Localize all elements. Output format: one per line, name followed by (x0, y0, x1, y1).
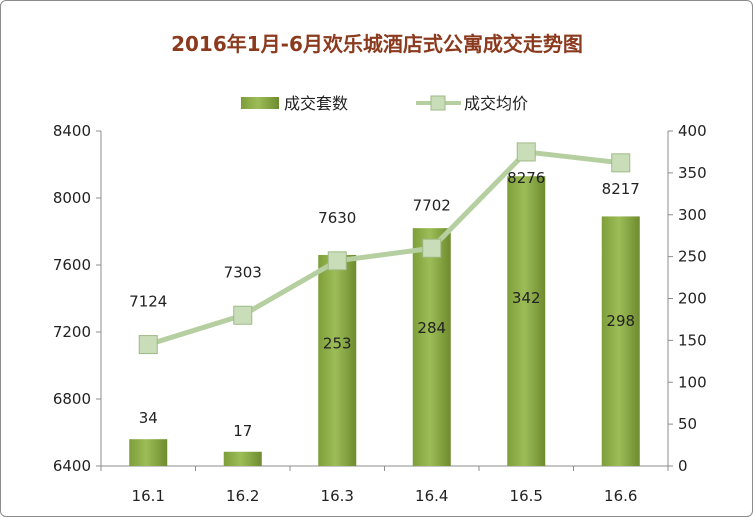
left-tick-label: 6800 (53, 390, 91, 408)
right-tick-label: 200 (678, 290, 707, 308)
bar-16.1 (129, 439, 168, 466)
bar-value-label: 342 (512, 289, 541, 307)
x-tick-label: 16.6 (604, 487, 637, 505)
price-value-label: 7124 (129, 293, 167, 311)
bar-16.5 (507, 176, 546, 466)
x-ticks: 16.1 16.2 16.3 16.4 16.5 16.6 (100, 466, 669, 505)
right-tick-label: 50 (678, 415, 697, 433)
price-marker-16.2 (233, 305, 253, 325)
left-tick-label: 7600 (53, 256, 91, 274)
bar-16.6 (601, 216, 640, 466)
price-marker-16.3 (327, 251, 347, 271)
bar-16.4 (412, 228, 451, 466)
price-value-label: 8217 (602, 180, 640, 198)
bar-value-label: 34 (139, 409, 158, 427)
line-layer (138, 142, 631, 355)
right-tick-label: 300 (678, 206, 707, 224)
price-marker-16.1 (138, 335, 158, 355)
right-tick-label: 0 (678, 457, 688, 475)
price-value-label: 7702 (413, 196, 451, 214)
bar-16.3 (318, 254, 357, 466)
price-value-label: 8276 (507, 169, 545, 187)
right-tick-label: 100 (678, 373, 707, 391)
x-tick-label: 16.3 (321, 487, 354, 505)
x-tick-label: 16.2 (226, 487, 259, 505)
bar-value-label: 298 (606, 312, 635, 330)
x-tick-label: 16.1 (132, 487, 165, 505)
right-tick-label: 350 (678, 164, 707, 182)
left-tick-label: 6400 (53, 457, 91, 475)
legend-bar-swatch (241, 97, 279, 109)
right-tick-label: 150 (678, 331, 707, 349)
bar-value-label: 284 (417, 319, 446, 337)
price-marker-16.4 (422, 238, 442, 258)
chart-title: 2016年1月-6月欢乐城酒店式公寓成交走势图 (171, 32, 583, 56)
right-tick-label: 400 (678, 122, 707, 140)
left-tick-label: 7200 (53, 323, 91, 341)
legend-bar-label: 成交套数 (284, 94, 348, 113)
price-line (147, 149, 622, 347)
price-value-label: 7303 (224, 263, 262, 281)
left-tick-label: 8400 (53, 122, 91, 140)
legend-line-marker (430, 95, 446, 111)
left-tick-label: 8000 (53, 189, 91, 207)
bar-16.2 (223, 451, 262, 466)
bars (129, 176, 640, 466)
legend-line-label: 成交均价 (464, 94, 528, 113)
bar-value-label: 17 (233, 422, 252, 440)
price-marker-16.5 (516, 142, 536, 162)
price-value-label: 7630 (318, 209, 356, 227)
right-tick-label: 250 (678, 248, 707, 266)
legend: 成交套数 成交均价 (241, 94, 528, 113)
bar-value-label: 253 (323, 335, 352, 353)
data-labels: 34 17 253 284 342 298 7124 7303 7630 7702 8276 8217 (129, 169, 640, 440)
price-marker-16.6 (611, 153, 631, 173)
left-ticks: 6400 6800 7200 7600 8000 8400 (53, 122, 101, 475)
right-ticks: 0 50 100 150 200 250 300 350 400 (668, 122, 707, 475)
x-tick-label: 16.5 (510, 487, 543, 505)
x-tick-label: 16.4 (415, 487, 448, 505)
